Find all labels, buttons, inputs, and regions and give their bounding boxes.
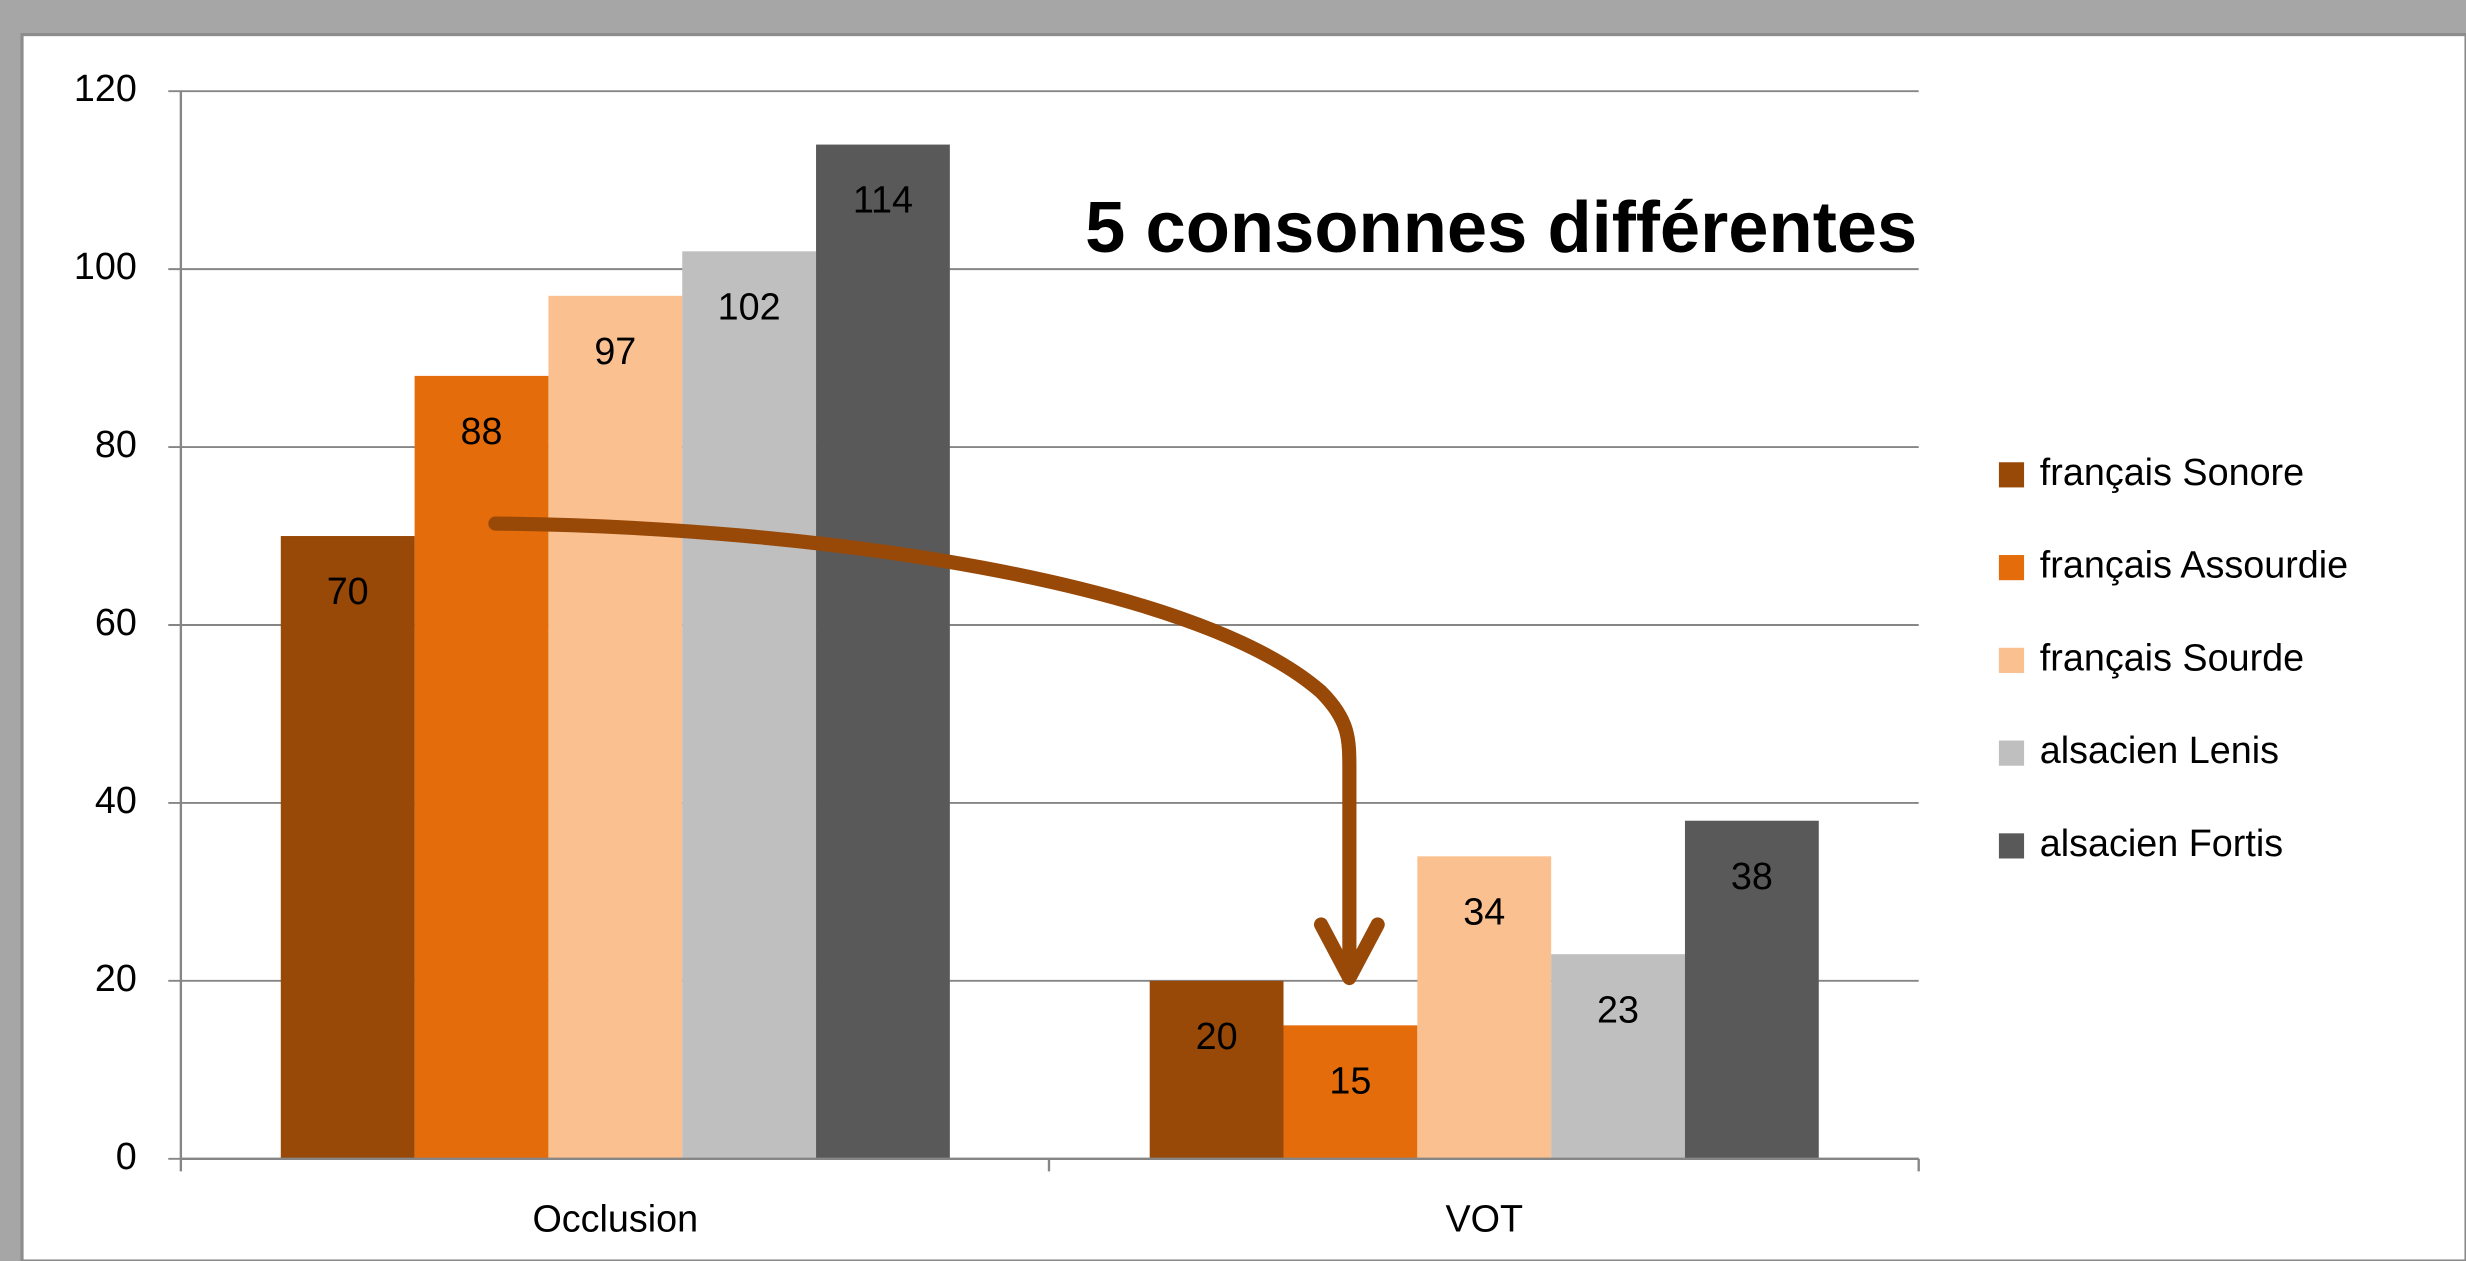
bars xyxy=(280,144,1819,1159)
data-label: 114 xyxy=(853,179,913,221)
arrow-head xyxy=(1313,917,1385,986)
y-tick-label: 20 xyxy=(95,957,137,999)
bar xyxy=(1283,1025,1418,1159)
legend-swatch xyxy=(1998,555,2025,581)
legend-label: français Assourdie xyxy=(2040,544,2348,586)
data-label: 102 xyxy=(718,285,781,327)
legend-swatch xyxy=(1998,740,2025,766)
data-label: 34 xyxy=(1463,890,1505,932)
data-label: 70 xyxy=(327,570,369,612)
y-tick-label: 100 xyxy=(74,245,137,287)
y-tick-label: 120 xyxy=(74,67,137,109)
data-label: 97 xyxy=(594,330,636,372)
y-tick-label: 0 xyxy=(116,1135,137,1177)
bar xyxy=(682,251,817,1159)
data-label: 15 xyxy=(1329,1059,1371,1101)
legend-label: français Sonore xyxy=(2040,451,2304,493)
legend-swatch xyxy=(1998,647,2025,673)
arrow xyxy=(488,516,1357,982)
legend-swatch xyxy=(1998,462,2025,488)
bar xyxy=(280,536,415,1159)
legend-label: alsacien Fortis xyxy=(2040,822,2283,864)
legend-label: français Sourde xyxy=(2040,636,2304,678)
annotation: 5 consonnes différentes xyxy=(1085,188,1917,268)
legend-label: alsacien Lenis xyxy=(2040,729,2279,771)
bar xyxy=(414,375,549,1159)
bar xyxy=(548,295,683,1159)
x-tick-label: VOT xyxy=(1445,1198,1523,1240)
bar xyxy=(1149,980,1284,1159)
data-label: 88 xyxy=(461,410,503,452)
x-tick-label: Occlusion xyxy=(532,1198,698,1240)
bar xyxy=(1417,856,1552,1159)
y-tick-label: 40 xyxy=(95,779,137,821)
bar xyxy=(1684,820,1819,1159)
bar xyxy=(816,144,950,1159)
legend-swatch xyxy=(1998,833,2025,859)
data-label: 20 xyxy=(1196,1015,1238,1057)
data-label: 23 xyxy=(1597,988,1639,1030)
bar xyxy=(1551,954,1685,1159)
data-label: 38 xyxy=(1731,855,1773,897)
y-tick-label: 60 xyxy=(95,601,137,643)
y-tick-label: 80 xyxy=(95,423,137,465)
